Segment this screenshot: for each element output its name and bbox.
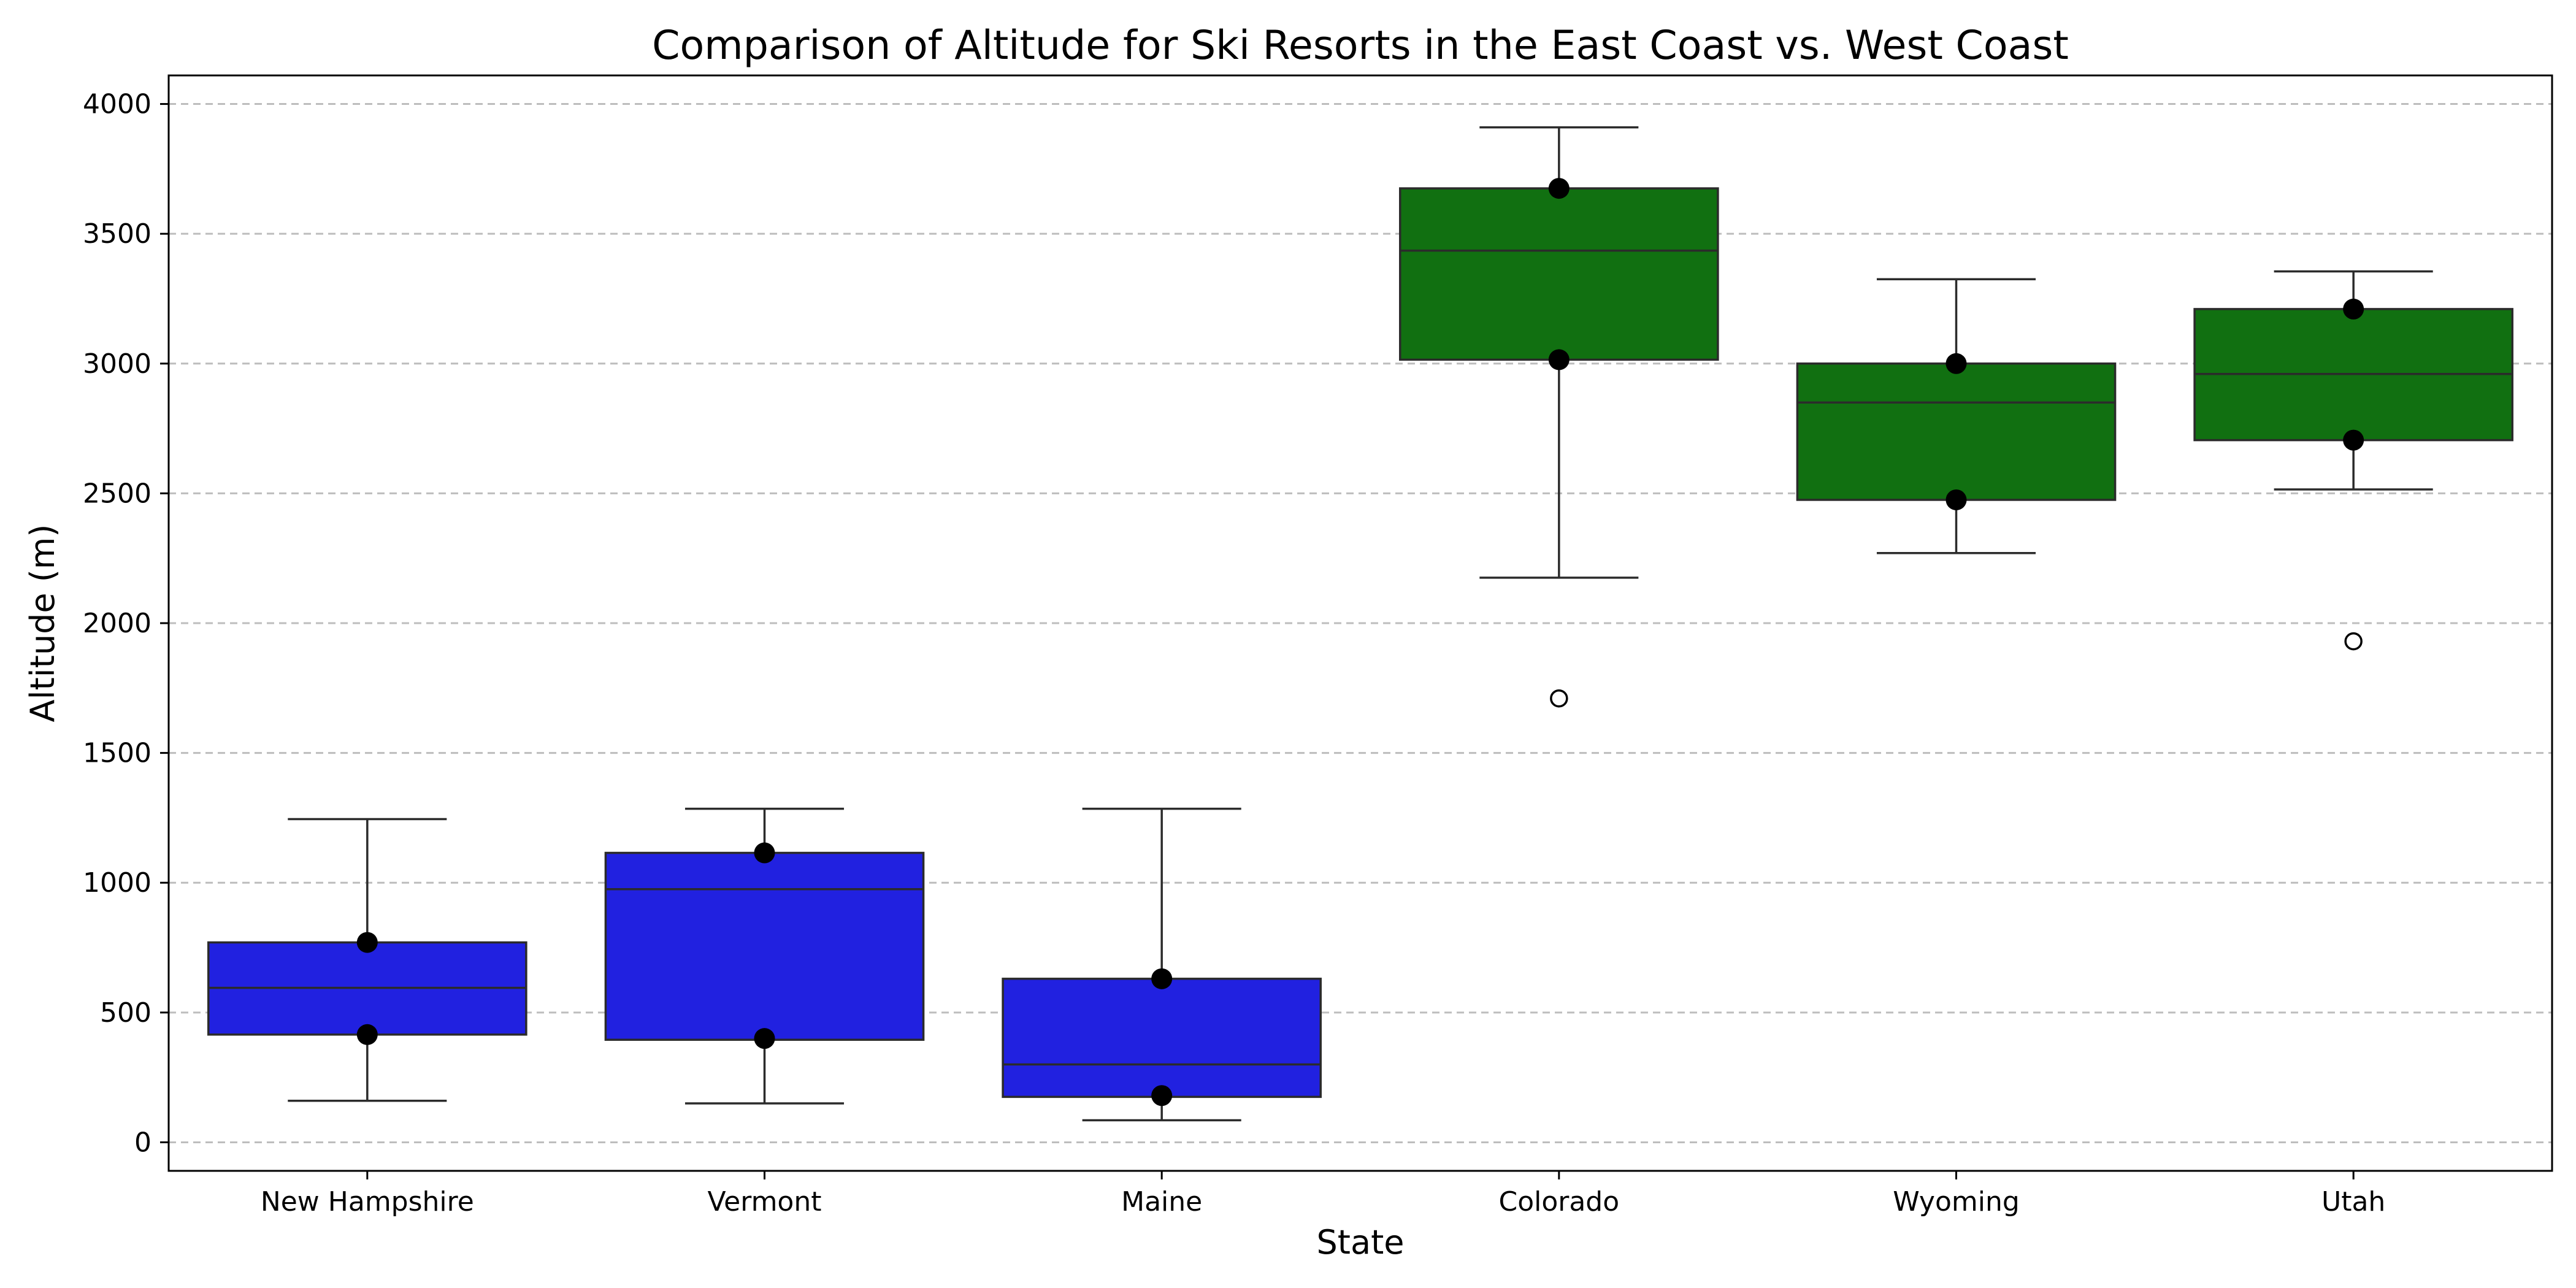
box-vermont: [604, 807, 925, 1105]
box-series: [207, 126, 2513, 1122]
x-tick-label: Maine: [1121, 1186, 1202, 1217]
grid-lines: [169, 103, 2552, 1143]
data-point: [356, 932, 378, 953]
box-new-hampshire: [207, 818, 527, 1102]
data-point: [356, 1024, 378, 1045]
x-tick-label: Utah: [2321, 1186, 2385, 1217]
data-point: [2343, 429, 2364, 451]
data-point: [2343, 298, 2364, 320]
data-point: [1548, 178, 1570, 199]
data-point: [1945, 353, 1967, 374]
iqr-box: [1002, 978, 1322, 1098]
plot-area-frame: [167, 74, 2553, 1172]
y-axis: 0 500 1000 1500 2000 2500 3000 3500 4000: [83, 89, 169, 1158]
outlier-point: [2344, 632, 2363, 651]
y-axis-label: Altitude (m): [23, 524, 62, 723]
x-tick-label: Vermont: [708, 1186, 822, 1217]
x-axis-label: State: [1317, 1223, 1405, 1262]
x-tick-label: New Hampshire: [261, 1186, 474, 1217]
y-tick-label: 1000: [83, 867, 151, 899]
y-tick-label: 4000: [83, 89, 151, 120]
box-maine: [1002, 807, 1322, 1122]
box-colorado: [1399, 126, 1719, 708]
box-wyoming: [1796, 278, 2117, 554]
data-point: [1945, 489, 1967, 510]
iqr-box: [1399, 187, 1719, 361]
data-point: [1151, 1085, 1173, 1106]
y-tick-label: 3000: [83, 348, 151, 380]
y-tick-label: 1500: [83, 738, 151, 769]
iqr-box: [1796, 362, 2117, 501]
box-utah: [2193, 270, 2513, 651]
x-axis: New Hampshire Vermont Maine Colorado Wyoming…: [261, 1171, 2385, 1217]
data-point: [754, 842, 775, 864]
y-tick-label: 500: [100, 997, 151, 1029]
y-tick-label: 0: [134, 1127, 151, 1158]
data-point: [1151, 968, 1173, 989]
data-point: [1548, 349, 1570, 370]
iqr-box: [604, 851, 925, 1041]
data-point: [754, 1028, 775, 1049]
y-tick-label: 2500: [83, 478, 151, 509]
outlier-point: [1550, 689, 1568, 708]
chart-title: Comparison of Altitude for Ski Resorts i…: [652, 23, 2069, 69]
y-tick-label: 3500: [83, 218, 151, 250]
x-tick-label: Colorado: [1498, 1186, 1619, 1217]
x-tick-label: Wyoming: [1893, 1186, 2020, 1217]
y-tick-label: 2000: [83, 608, 151, 639]
